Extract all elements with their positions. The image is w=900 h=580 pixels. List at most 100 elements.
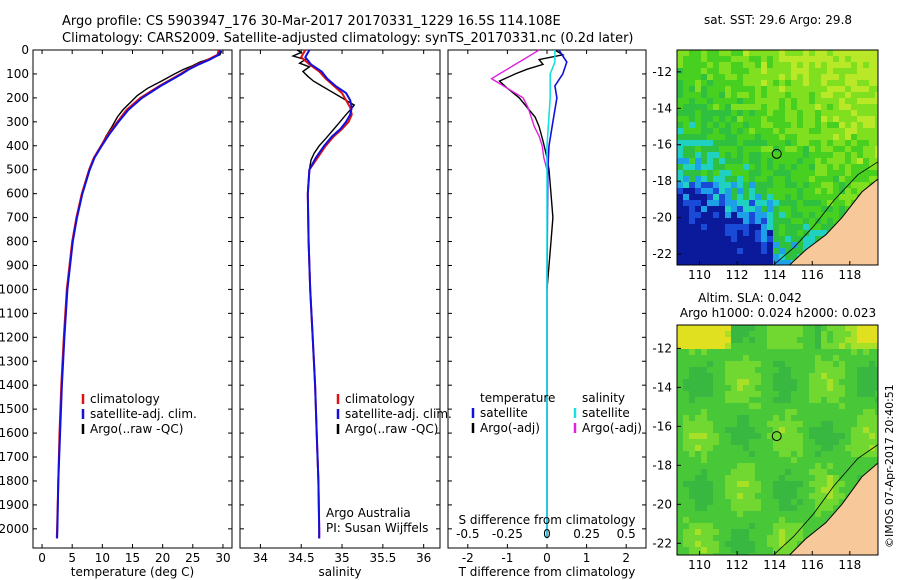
map-cell <box>785 523 791 529</box>
map-cell <box>749 547 755 553</box>
map-cell <box>773 403 779 409</box>
map-cell <box>749 541 755 547</box>
map-cell <box>677 158 683 164</box>
map-cell <box>803 403 809 409</box>
x-tick-label: 36 <box>416 551 431 565</box>
map-cell <box>761 427 767 433</box>
map-cell <box>773 110 779 116</box>
map-cell <box>731 80 737 86</box>
map-cell <box>803 110 809 116</box>
map-cell <box>755 427 761 433</box>
map-cell <box>773 499 779 505</box>
lon-tick-label: 112 <box>726 268 749 282</box>
map-cell <box>761 152 767 158</box>
map-cell <box>791 427 797 433</box>
map-cell <box>701 505 707 511</box>
map-cell <box>749 391 755 397</box>
map-cell <box>677 170 683 176</box>
map-cell <box>767 206 773 212</box>
map-cell <box>731 170 737 176</box>
lon-tick-label: 112 <box>726 558 749 572</box>
map-cell <box>761 62 767 68</box>
map-cell <box>719 475 725 481</box>
map-cell <box>713 200 719 206</box>
map-cell <box>809 104 815 110</box>
map-cell <box>749 182 755 188</box>
map-cell <box>755 140 761 146</box>
map-cell <box>839 373 845 379</box>
map-cell <box>695 242 701 248</box>
map-cell <box>683 140 689 146</box>
map-cell <box>725 451 731 457</box>
map-cell <box>731 242 737 248</box>
map-cell <box>821 62 827 68</box>
map-cell <box>863 433 869 439</box>
map-cell <box>755 409 761 415</box>
map-cell <box>725 463 731 469</box>
map-cell <box>869 331 875 337</box>
map-cell <box>869 379 875 385</box>
map-cell <box>731 62 737 68</box>
map-cell <box>695 56 701 62</box>
map-cell <box>683 487 689 493</box>
argo-position-marker <box>771 148 782 159</box>
map-cell <box>815 463 821 469</box>
map-cell <box>677 385 683 391</box>
map-cell <box>713 493 719 499</box>
map-cell <box>857 182 863 188</box>
map-cell <box>785 128 791 134</box>
map-cell <box>683 254 689 260</box>
map-cell <box>731 553 737 555</box>
map-cell <box>803 481 809 487</box>
map-cell <box>797 212 803 218</box>
map-cell <box>857 457 863 463</box>
map-cell <box>857 403 863 409</box>
map-cell <box>773 206 779 212</box>
map-cell <box>737 529 743 535</box>
map-cell <box>797 248 803 254</box>
map-cell <box>695 212 701 218</box>
map-cell <box>827 74 833 80</box>
map-cell <box>773 182 779 188</box>
map-cell <box>743 92 749 98</box>
map-cell <box>707 463 713 469</box>
map-cell <box>863 391 869 397</box>
map-cell <box>731 475 737 481</box>
map-cell <box>809 74 815 80</box>
map-cell <box>719 427 725 433</box>
map-cell <box>863 86 869 92</box>
map-cell <box>785 116 791 122</box>
map-cell <box>779 529 785 535</box>
map-cell <box>695 194 701 200</box>
map-cell <box>809 176 815 182</box>
map-cell <box>821 343 827 349</box>
map-cell <box>809 116 815 122</box>
map-cell <box>815 158 821 164</box>
map-cell <box>833 218 839 224</box>
map-cell <box>719 421 725 427</box>
map-cell <box>779 403 785 409</box>
map-cell <box>689 110 695 116</box>
map-cell <box>731 325 737 331</box>
map-cell <box>845 176 851 182</box>
map-cell <box>737 439 743 445</box>
map-cell <box>749 110 755 116</box>
map-cell <box>737 463 743 469</box>
map-cell <box>743 355 749 361</box>
map-cell <box>791 535 797 541</box>
map-cell <box>821 140 827 146</box>
map-cell <box>773 337 779 343</box>
map-cell <box>779 391 785 397</box>
map-cell <box>863 457 869 463</box>
map-cell <box>833 56 839 62</box>
map-cell <box>839 128 845 134</box>
map-cell <box>761 254 767 260</box>
map-cell <box>707 391 713 397</box>
map-cell <box>833 343 839 349</box>
map-cell <box>683 337 689 343</box>
map-cell <box>767 475 773 481</box>
map-cell <box>677 481 683 487</box>
map-cell <box>857 92 863 98</box>
map-cell <box>809 188 815 194</box>
